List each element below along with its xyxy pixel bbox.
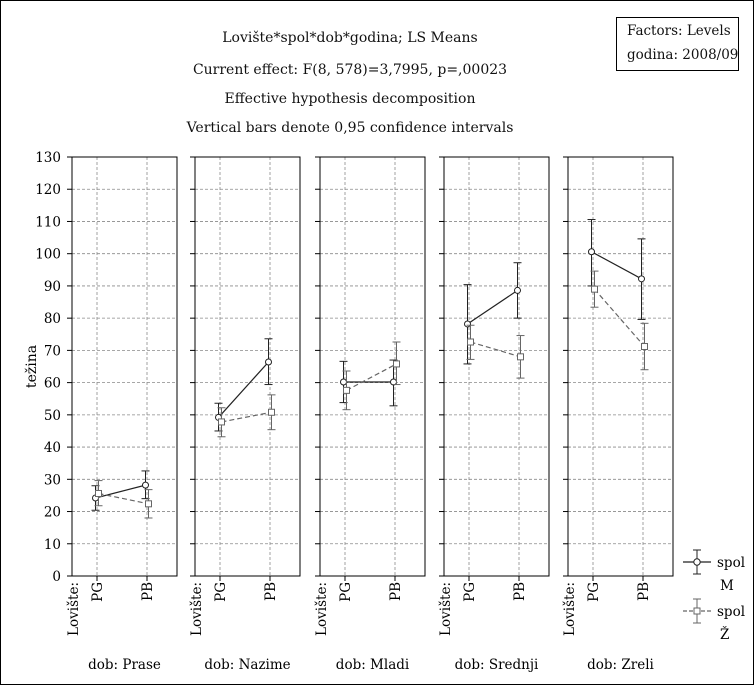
x-tick-label: PG [586, 582, 602, 602]
y-tick-label-13: 130 [35, 150, 61, 166]
data-point-z [218, 418, 225, 426]
chart-subtitle-3: Vertical bars denote 0,95 confidence int… [186, 120, 514, 136]
data-point-z [95, 489, 102, 497]
y-tick-label-11: 110 [35, 214, 61, 230]
y-tick-label-9: 90 [44, 279, 61, 295]
x-tick-label: PG [213, 582, 229, 602]
y-tick-label-6: 60 [44, 376, 61, 392]
y-tick-label-5: 50 [44, 408, 61, 424]
series-line [218, 361, 269, 418]
factor-box: Factors: Levels godina: 2008/09 [616, 17, 739, 71]
x-factor-label: Lovište: [66, 582, 82, 636]
series-line [467, 289, 518, 325]
x-tick-label: PG [338, 582, 354, 602]
legend-label-bottom: M [720, 578, 734, 594]
x-factor-label: Lovište: [562, 582, 578, 636]
factor-box-line-1: Factors: Levels [627, 23, 731, 39]
panel-frame [443, 156, 550, 577]
data-point-z [467, 338, 474, 346]
y-tick-label-12: 120 [35, 182, 61, 198]
x-tick-label: PB [140, 582, 156, 601]
factor-box-line-2: godina: 2008/09 [627, 47, 739, 63]
panel-frame [567, 156, 674, 577]
series-line [591, 251, 642, 280]
data-point-z [145, 500, 152, 508]
y-tick-label-3: 30 [44, 472, 61, 488]
panel-label: dob: Prase [88, 657, 161, 673]
panel-frame [319, 156, 426, 577]
data-point-z [393, 360, 400, 368]
panel-label: dob: Nazime [204, 657, 290, 673]
chart-subtitle-2: Effective hypothesis decomposition [224, 91, 476, 107]
series-line [470, 341, 521, 358]
y-tick-label-0: 0 [52, 569, 61, 585]
series-line [221, 411, 272, 423]
legend-label-bottom: Ž [720, 627, 729, 643]
y-tick-label-8: 80 [44, 311, 61, 327]
y-tick-label-4: 40 [44, 440, 61, 456]
x-tick-label: PB [636, 582, 652, 601]
series-line [594, 288, 645, 347]
x-factor-label: Lovište: [189, 582, 205, 636]
y-axis-label: težina [24, 345, 40, 388]
panel-label: dob: Zreli [587, 657, 654, 673]
data-point-z [343, 386, 350, 394]
chart-subtitle-1: Current effect: F(8, 578)=3,7995, p=,000… [192, 62, 508, 78]
data-point-z [591, 285, 598, 293]
legend-marker-circle [693, 558, 701, 566]
series-line [95, 484, 146, 499]
x-factor-label: Lovište: [314, 582, 330, 636]
series-line [98, 492, 149, 505]
panel-label: dob: Mladi [336, 657, 410, 673]
y-tick-label-10: 100 [35, 247, 61, 263]
data-point-z [268, 408, 275, 416]
x-tick-label: PG [90, 582, 106, 602]
y-tick-label-7: 70 [44, 343, 61, 359]
panel-frame [194, 156, 301, 577]
legend-label-top: spol [717, 555, 745, 571]
x-factor-label: Lovište: [438, 582, 454, 636]
data-point-m [340, 378, 347, 386]
data-point-m [638, 275, 645, 283]
chart-title: Lovište*spol*dob*godina; LS Means [222, 30, 478, 46]
x-tick-label: PB [263, 582, 279, 601]
data-point-m [142, 481, 149, 489]
data-point-m [514, 286, 521, 294]
legend-label-top: spol [717, 604, 745, 620]
panel-frame [71, 156, 178, 577]
data-point-z [641, 343, 648, 351]
x-tick-label: PG [462, 582, 478, 602]
data-point-m [265, 358, 272, 366]
x-tick-label: PB [512, 582, 528, 601]
legend-marker-square [693, 607, 701, 615]
panel-label: dob: Srednji [455, 657, 539, 673]
y-tick-label-1: 10 [44, 537, 61, 553]
x-tick-label: PB [388, 582, 404, 601]
series-line [346, 363, 397, 391]
data-point-m [464, 320, 471, 328]
data-point-z [517, 353, 524, 361]
y-tick-label-2: 20 [44, 505, 61, 521]
data-point-m [588, 248, 595, 256]
